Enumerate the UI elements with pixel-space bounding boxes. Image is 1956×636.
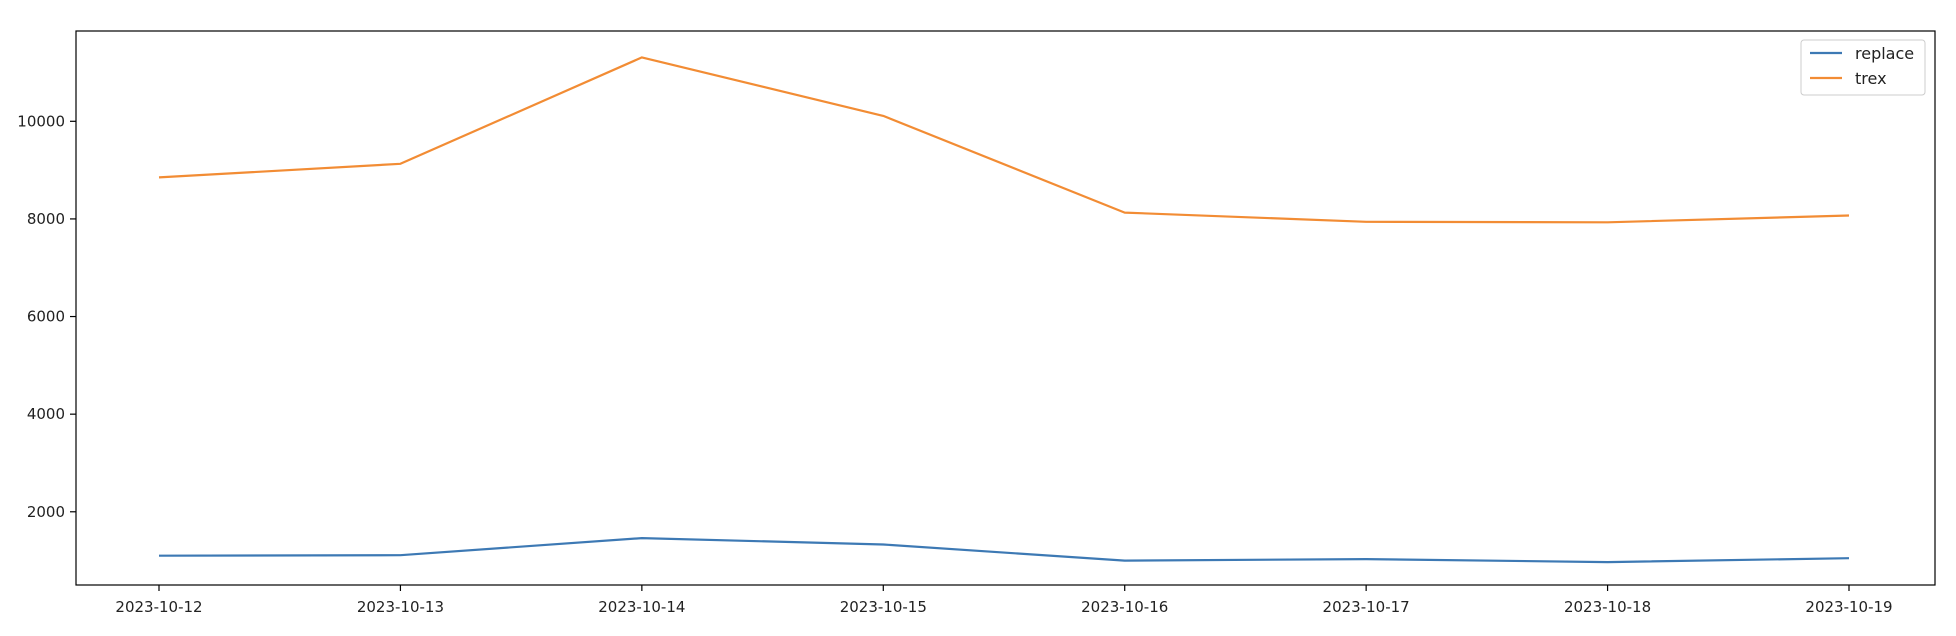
series-line-trex [158,56,1850,224]
x-tick-label: 2023-10-18 [1564,598,1651,616]
y-axis: 2000 4000 6000 8000 10000 [17,112,76,521]
y-tick-label: 6000 [27,308,65,326]
y-tick-label: 8000 [27,210,65,228]
legend: replace trex [1800,39,1926,96]
y-tick-label: 10000 [17,112,65,130]
legend-label-trex: trex [1855,69,1887,88]
x-tick-label: 2023-10-15 [840,598,927,616]
legend-label-replace: replace [1855,44,1914,63]
plot-frame [75,30,1936,586]
x-tick-label: 2023-10-12 [115,598,202,616]
x-tick-label: 2023-10-19 [1805,598,1892,616]
x-tick-label: 2023-10-16 [1081,598,1168,616]
x-axis: 2023-10-12 2023-10-13 2023-10-14 2023-10-15… [115,585,1893,616]
x-tick-label: 2023-10-14 [598,598,685,616]
y-tick-label: 4000 [27,405,65,423]
series-layer [158,56,1850,564]
x-tick-label: 2023-10-13 [357,598,444,616]
x-tick-label: 2023-10-17 [1323,598,1410,616]
y-tick-label: 2000 [27,503,65,521]
series-line-replace [158,536,1850,564]
